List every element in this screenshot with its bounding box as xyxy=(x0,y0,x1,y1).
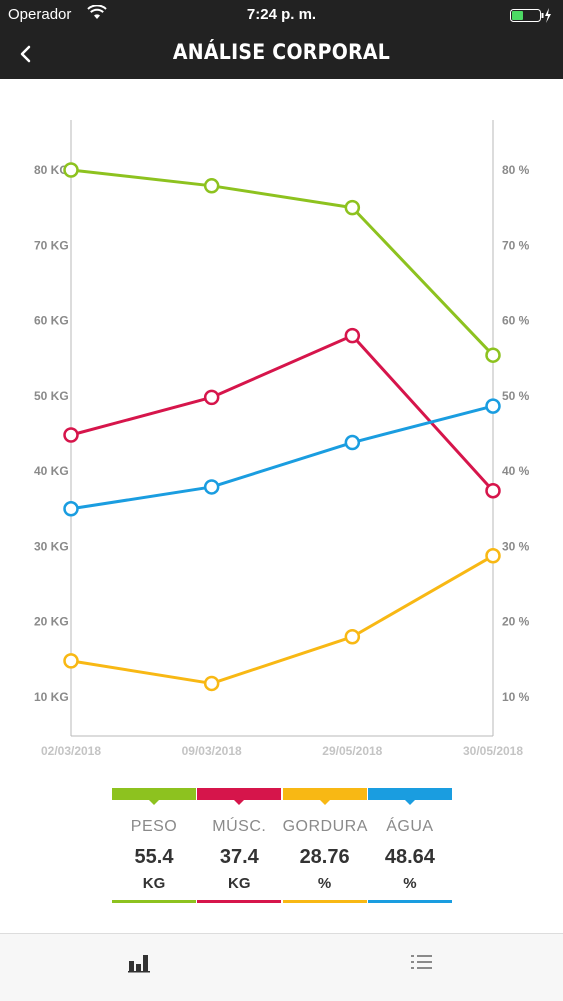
data-point xyxy=(485,347,501,363)
legend-metric-name: MÚSC. xyxy=(212,818,267,835)
status-bar: Operador 7:24 p. m. xyxy=(0,0,563,30)
legend-metric-value: 55.4 xyxy=(134,846,174,868)
left-tick-label: 80 KG xyxy=(34,163,69,177)
data-point xyxy=(344,327,361,344)
data-point xyxy=(203,178,220,194)
legend-metric-unit: KG xyxy=(142,875,166,892)
wifi-icon xyxy=(87,5,107,19)
data-point xyxy=(485,482,501,499)
left-tick-label: 30 KG xyxy=(34,539,69,553)
legend-color-bar xyxy=(112,788,196,805)
right-tick-label: 20 % xyxy=(502,615,530,629)
data-point xyxy=(63,162,79,178)
legend-notch xyxy=(233,799,246,805)
left-tick-label: 60 KG xyxy=(34,314,69,328)
legend-metric-name: GORDURA xyxy=(282,818,368,835)
x-tick-label: 09/03/2018 xyxy=(182,744,242,758)
legend-metric-unit: % xyxy=(317,875,332,892)
left-tick-label: 20 KG xyxy=(34,615,69,629)
data-point xyxy=(344,199,361,216)
legend-metric-name: PESO xyxy=(130,818,178,835)
right-tick-label: 40 % xyxy=(502,464,530,478)
left-tick-label: 50 KG xyxy=(34,389,69,403)
right-tick-label: 30 % xyxy=(502,539,530,553)
legend-bottom-line xyxy=(367,900,452,903)
series-line xyxy=(70,334,495,492)
status-time: 7:24 p. m. xyxy=(246,6,317,23)
legend-notch xyxy=(148,799,160,805)
right-tick-label: 80 % xyxy=(502,163,530,177)
data-point xyxy=(344,629,361,645)
legend-metric-value: 37.4 xyxy=(219,846,259,868)
left-tick-label: 40 KG xyxy=(34,464,69,478)
data-point xyxy=(63,427,79,443)
legend-color-bar xyxy=(282,788,367,805)
right-tick-label: 50 % xyxy=(502,389,530,403)
data-point xyxy=(203,389,220,406)
left-tick-label: 10 KG xyxy=(34,690,69,704)
legend-metric-unit: KG xyxy=(228,875,251,892)
data-point xyxy=(63,501,79,517)
x-tick-label: 30/05/2018 xyxy=(463,744,523,758)
legend-metric-value: 48.64 xyxy=(384,846,435,868)
legend-bottom-line xyxy=(282,900,367,903)
tab-bar xyxy=(0,933,563,1001)
page-title: ANÁLISE CORPORAL xyxy=(172,40,391,64)
data-point xyxy=(63,653,79,669)
series-line xyxy=(70,168,495,357)
series-line xyxy=(70,554,494,685)
chevron-left-icon[interactable] xyxy=(14,42,38,66)
legend-color-bar xyxy=(367,788,452,805)
data-point xyxy=(203,675,220,692)
right-tick-label: 10 % xyxy=(502,690,530,704)
left-tick-label: 70 KG xyxy=(34,238,69,252)
series-line xyxy=(70,404,494,511)
x-tick-label: 02/03/2018 xyxy=(41,744,101,758)
data-point xyxy=(344,434,361,451)
battery-icon xyxy=(510,8,551,23)
legend-notch xyxy=(318,799,331,805)
data-point xyxy=(485,398,501,414)
x-tick-label: 29/05/2018 xyxy=(322,744,382,758)
right-tick-label: 70 % xyxy=(502,238,530,252)
legend-color-bar xyxy=(197,788,282,805)
legend-metric-unit: % xyxy=(403,875,417,892)
legend-notch xyxy=(403,799,416,805)
legend-metric-name: ÁGUA xyxy=(386,818,434,835)
data-point xyxy=(485,548,501,564)
legend-bottom-line xyxy=(197,900,282,903)
list-icon[interactable] xyxy=(409,949,435,975)
legend-bottom-line xyxy=(112,900,196,903)
legend-metric-value: 28.76 xyxy=(299,846,350,868)
right-tick-label: 60 % xyxy=(502,314,530,328)
navigation-bar: ANÁLISE CORPORAL xyxy=(0,30,563,79)
body-analysis-chart: 10 KG 20 KG 30 KG 40 KG 50 KG 60 KG 70 KG 80 KG… xyxy=(34,120,530,758)
carrier-label: Operador xyxy=(8,6,72,23)
bar-chart-icon[interactable] xyxy=(127,949,153,975)
data-point xyxy=(203,479,220,495)
